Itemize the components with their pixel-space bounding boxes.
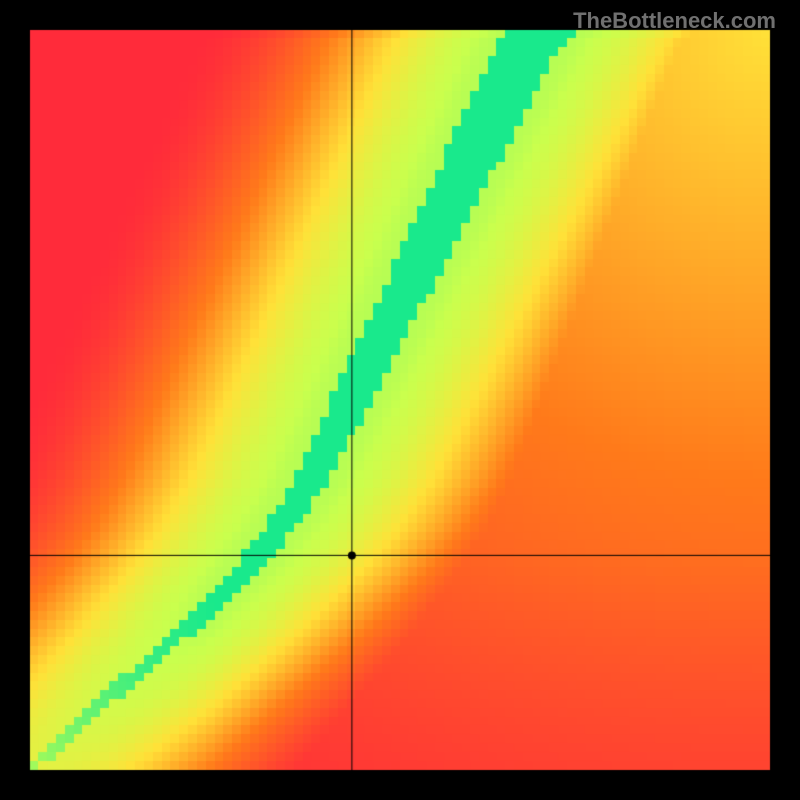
heatmap-canvas — [0, 0, 800, 800]
chart-container: TheBottleneck.com — [0, 0, 800, 800]
attribution-label: TheBottleneck.com — [573, 8, 776, 34]
